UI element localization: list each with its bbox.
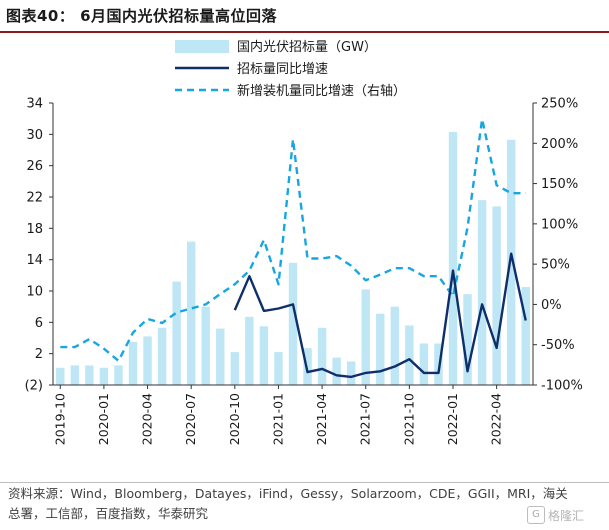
bar-2020-12 (259, 326, 269, 385)
left-tick-label: 6 (35, 316, 43, 331)
bar-2020-06 (172, 281, 181, 385)
combo-chart: (2)2610141822263034-100%-50%0%50%100%150… (25, 39, 583, 445)
left-tick-label: 10 (26, 285, 43, 300)
left-tick-label: 22 (26, 191, 43, 206)
dashed-line-new-installations-yoy (60, 117, 526, 362)
bar-2022-02 (463, 294, 472, 385)
bar-2020-10 (230, 352, 240, 385)
left-tick-label: (2) (25, 379, 43, 394)
left-tick-label: 18 (26, 222, 43, 237)
chart-container: (2) 2 6 10 14 18 22 26 30 34 -100% -50% 0% 50% 100% 150… (0, 33, 609, 483)
left-tick-label: 2 (35, 347, 43, 362)
right-tick-label: 250% (541, 97, 578, 112)
x-tick-label: 2022-01 (445, 393, 460, 445)
left-tick-label: 34 (26, 97, 43, 112)
legend-label: 国内光伏招标量（GW） (237, 39, 377, 55)
right-tick-label: 200% (541, 137, 578, 152)
right-tick-label: 0% (541, 298, 562, 313)
bar-2021-11 (419, 343, 429, 385)
left-tick-label: 26 (26, 159, 43, 174)
right-tick-label: -50% (541, 338, 575, 353)
right-tick-label: -100% (541, 379, 583, 394)
source-note: 资料来源：Wind，Bloomberg，Datayes，iFind，Gessy，… (8, 486, 568, 521)
bar-2020-03 (128, 341, 138, 385)
bar-2022-04 (492, 206, 501, 385)
bar-2019-12 (85, 365, 94, 385)
left-tick-label: 14 (26, 253, 43, 268)
right-tick-label: 100% (541, 217, 578, 232)
bar-2021-05 (332, 357, 341, 385)
bar-2020-08 (201, 306, 210, 385)
x-tick-label: 2019-10 (52, 393, 67, 445)
bar-2022-05 (506, 139, 516, 385)
x-tick-label: 2021-04 (314, 393, 329, 445)
bar-2021-09 (390, 306, 400, 385)
right-tick-label: 150% (541, 177, 578, 192)
x-tick-label: 2020-10 (227, 393, 242, 445)
solid-line-tender-yoy (233, 252, 527, 379)
watermark-logo: G 格隆汇 (527, 504, 605, 526)
bar-2020-02 (114, 365, 123, 385)
bar-2021-10 (405, 325, 414, 385)
bar-2022-01 (448, 131, 458, 385)
x-tick-label: 2021-07 (358, 393, 373, 445)
legend-swatch-bar (175, 40, 229, 53)
title-bar: 图表40： 6月国内光伏招标量高位回落 (0, 0, 609, 33)
bar-2021-07 (361, 289, 370, 385)
bar-2021-06 (346, 361, 356, 385)
x-tick-label: 2020-01 (96, 393, 111, 445)
source-rule (0, 482, 609, 483)
x-tick-label: 2021-10 (401, 393, 416, 445)
bar-2020-05 (157, 327, 167, 385)
figure-title: 图表40： 6月国内光伏招标量高位回落 (6, 7, 278, 25)
bar-2022-06 (521, 287, 530, 385)
bar-2021-01 (274, 352, 283, 385)
bar-2019-10 (56, 367, 65, 385)
title-rule (0, 31, 609, 33)
watermark-text: 格隆汇 (548, 508, 585, 523)
left-tick-label: 30 (26, 128, 43, 143)
bar-2021-12 (434, 343, 443, 385)
legend-label: 招标量同比增速 (237, 62, 328, 77)
bar-2021-02 (288, 262, 298, 385)
bar-2021-08 (376, 313, 385, 385)
x-tick-label: 2022-04 (489, 393, 504, 445)
x-tick-label: 2021-01 (270, 393, 285, 445)
bar-2020-11 (245, 316, 254, 385)
bar-2019-11 (70, 365, 80, 385)
bar-2020-04 (143, 336, 152, 385)
right-tick-label: 50% (541, 258, 570, 273)
bar-2020-09 (216, 328, 225, 385)
bar-2020-01 (99, 367, 109, 385)
x-tick-label: 2020-07 (183, 393, 198, 445)
bar-2021-04 (317, 327, 327, 385)
x-tick-label: 2020-04 (140, 393, 155, 445)
bar-2020-07 (186, 241, 196, 385)
watermark-icon: G (527, 506, 545, 524)
bar-2022-03 (477, 200, 487, 385)
legend-label: 新增装机量同比增速（右轴） (237, 83, 406, 99)
